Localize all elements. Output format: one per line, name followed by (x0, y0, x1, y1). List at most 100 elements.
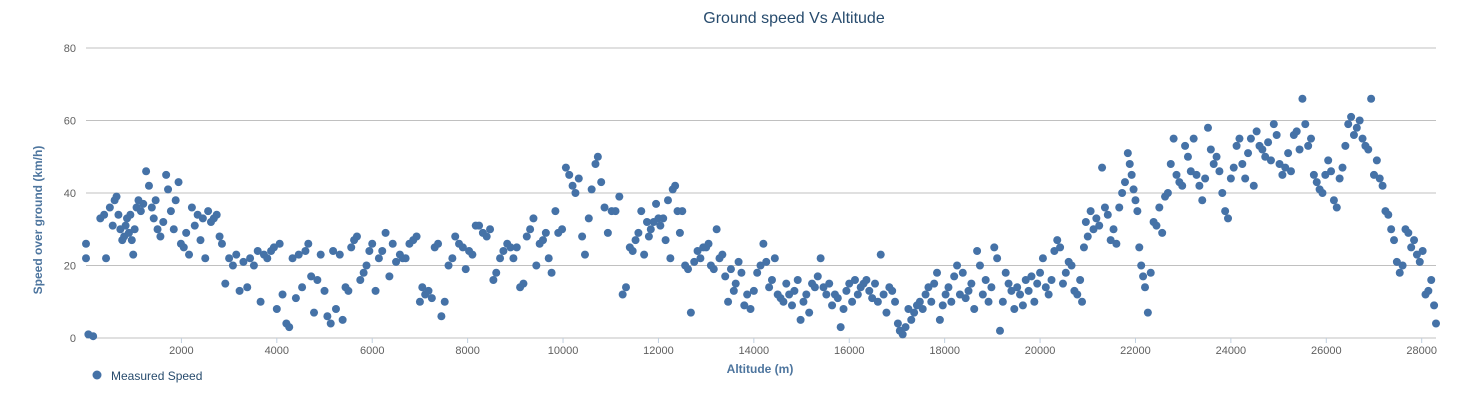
data-point[interactable] (427, 294, 436, 303)
data-point[interactable] (1278, 170, 1287, 179)
data-point[interactable] (1215, 167, 1224, 176)
data-point[interactable] (565, 170, 574, 179)
data-point[interactable] (1092, 214, 1101, 223)
data-point[interactable] (544, 254, 553, 263)
data-point[interactable] (1139, 272, 1148, 281)
data-point[interactable] (622, 283, 630, 292)
data-point[interactable] (947, 297, 956, 306)
data-point[interactable] (147, 203, 156, 212)
data-point[interactable] (1358, 134, 1367, 143)
data-point[interactable] (865, 286, 874, 295)
data-point[interactable] (1118, 189, 1127, 197)
data-point[interactable] (921, 290, 930, 299)
data-point[interactable] (159, 218, 168, 226)
data-point[interactable] (444, 261, 453, 270)
data-point[interactable] (1344, 120, 1353, 129)
data-point[interactable] (1095, 221, 1104, 230)
data-point[interactable] (288, 254, 297, 263)
data-point[interactable] (185, 250, 194, 259)
data-point[interactable] (1375, 174, 1384, 183)
data-point[interactable] (1036, 268, 1045, 277)
data-point[interactable] (666, 254, 675, 263)
data-point[interactable] (1053, 236, 1062, 245)
data-point[interactable] (1378, 181, 1387, 190)
data-point[interactable] (1129, 185, 1138, 194)
data-point[interactable] (338, 315, 347, 324)
data-point[interactable] (907, 315, 916, 324)
data-point[interactable] (578, 232, 587, 241)
data-point[interactable] (1309, 170, 1318, 179)
data-point[interactable] (998, 297, 1007, 306)
data-point[interactable] (721, 272, 730, 281)
data-point[interactable] (149, 214, 158, 223)
data-point[interactable] (1364, 145, 1373, 154)
data-point[interactable] (1123, 149, 1132, 158)
data-point[interactable] (547, 268, 556, 277)
data-point[interactable] (1044, 290, 1053, 299)
data-point[interactable] (162, 170, 171, 179)
data-point[interactable] (568, 181, 577, 190)
data-point[interactable] (164, 185, 173, 194)
data-point[interactable] (709, 265, 718, 274)
data-point[interactable] (1206, 145, 1215, 154)
data-point[interactable] (1335, 174, 1344, 183)
data-point[interactable] (868, 294, 877, 303)
data-point[interactable] (1329, 196, 1338, 205)
data-point[interactable] (1238, 160, 1247, 168)
data-point[interactable] (424, 286, 433, 295)
data-point[interactable] (1212, 152, 1221, 161)
data-point[interactable] (678, 207, 687, 216)
data-point[interactable] (1135, 243, 1144, 252)
data-point[interactable] (862, 276, 871, 284)
data-point[interactable] (532, 261, 541, 270)
data-point[interactable] (1410, 236, 1419, 245)
data-point[interactable] (112, 192, 121, 201)
data-point[interactable] (310, 308, 319, 317)
data-point[interactable] (1141, 283, 1150, 292)
data-point[interactable] (356, 276, 365, 284)
data-point[interactable] (944, 283, 953, 292)
data-point[interactable] (901, 323, 910, 332)
data-point[interactable] (1198, 196, 1207, 205)
data-point[interactable] (151, 196, 160, 205)
data-point[interactable] (1427, 276, 1436, 284)
data-point[interactable] (802, 290, 811, 299)
data-point[interactable] (805, 308, 814, 317)
data-point[interactable] (967, 279, 976, 288)
data-point[interactable] (1078, 297, 1087, 306)
data-point[interactable] (253, 247, 262, 255)
data-point[interactable] (1083, 232, 1092, 241)
data-point[interactable] (1172, 170, 1181, 179)
data-point[interactable] (644, 232, 653, 241)
data-point[interactable] (810, 283, 819, 292)
data-point[interactable] (891, 297, 900, 306)
data-point[interactable] (796, 315, 805, 324)
data-point[interactable] (995, 326, 1004, 335)
data-point[interactable] (898, 330, 907, 339)
data-point[interactable] (993, 254, 1002, 263)
data-point[interactable] (1137, 261, 1146, 270)
data-point[interactable] (753, 268, 762, 277)
data-point[interactable] (990, 243, 999, 252)
data-point[interactable] (418, 283, 427, 292)
data-point[interactable] (1086, 207, 1095, 216)
data-point[interactable] (726, 265, 735, 274)
data-point[interactable] (1272, 131, 1281, 139)
data-point[interactable] (1221, 207, 1230, 216)
data-point[interactable] (126, 210, 135, 219)
data-point[interactable] (371, 286, 380, 295)
data-point[interactable] (987, 283, 996, 292)
data-point[interactable] (693, 247, 702, 255)
data-point[interactable] (842, 286, 851, 295)
data-point[interactable] (882, 308, 891, 317)
data-point[interactable] (492, 268, 501, 277)
data-point[interactable] (933, 268, 942, 277)
data-point[interactable] (615, 192, 624, 201)
data-point[interactable] (1232, 141, 1241, 150)
data-point[interactable] (712, 225, 721, 234)
data-point[interactable] (130, 225, 139, 234)
data-point[interactable] (320, 286, 329, 295)
data-point[interactable] (1415, 257, 1424, 266)
data-point[interactable] (690, 257, 699, 266)
data-point[interactable] (1224, 214, 1233, 223)
